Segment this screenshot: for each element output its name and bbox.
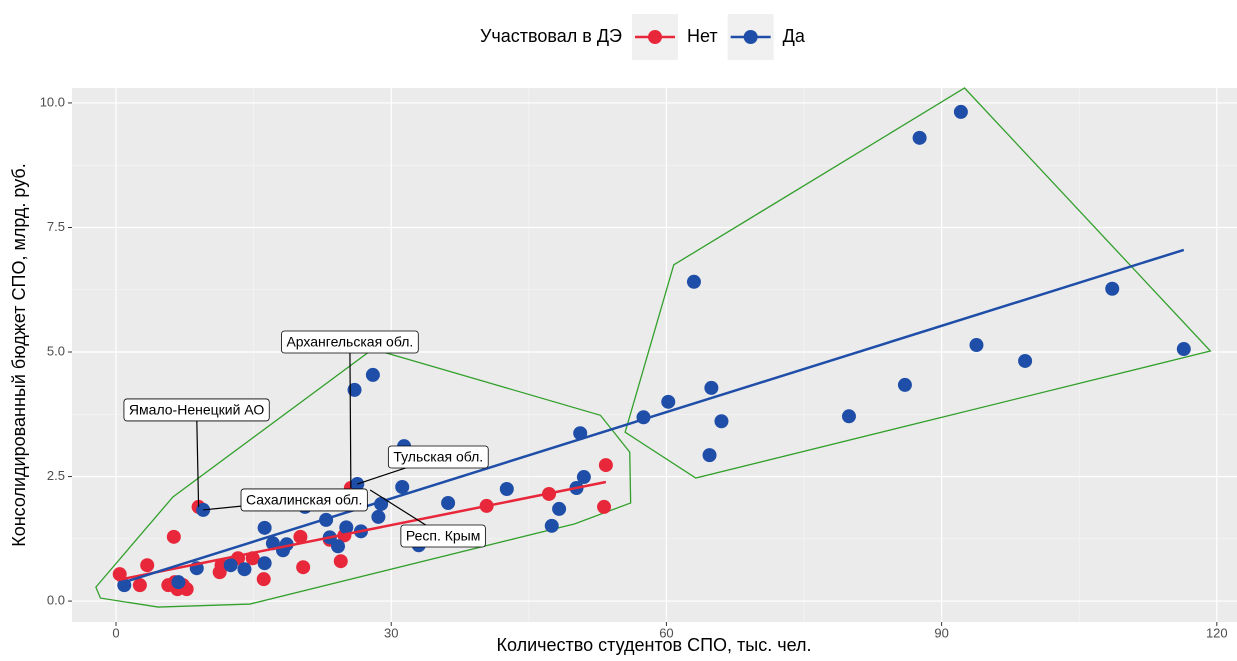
x-tick-label: 0 — [112, 625, 119, 640]
point — [897, 377, 912, 392]
point — [686, 274, 701, 289]
point — [702, 448, 717, 463]
x-tick-label: 60 — [659, 625, 673, 640]
point — [257, 556, 272, 571]
point — [365, 367, 380, 382]
point — [499, 481, 514, 496]
x-tick-label: 120 — [1206, 625, 1228, 640]
x-tick-label: 30 — [384, 625, 398, 640]
annotation-box — [400, 524, 486, 548]
annotation-leader — [349, 341, 352, 489]
trend-line — [123, 248, 1185, 584]
point — [1018, 353, 1033, 368]
point — [552, 501, 567, 516]
point — [573, 426, 588, 441]
point — [223, 558, 238, 573]
point — [256, 572, 271, 587]
y-tick-label: 10.0 — [40, 94, 65, 109]
point — [371, 509, 386, 524]
point — [140, 558, 155, 573]
plot-layer: Ямало-Ненецкий АО Архангельская обл. Тульс… — [95, 87, 1212, 608]
point — [265, 536, 280, 551]
annotation-box — [123, 398, 270, 422]
legend-key-point — [648, 30, 662, 44]
point — [237, 562, 252, 577]
hull — [624, 87, 1212, 479]
point — [544, 518, 559, 533]
point — [969, 338, 984, 353]
point — [347, 382, 362, 397]
point — [597, 499, 612, 514]
point — [395, 480, 410, 495]
point — [1105, 281, 1120, 296]
y-tick-label: 5.0 — [47, 343, 65, 358]
y-axis-title: Консолидированный бюджет СПО, млрд. руб. — [9, 163, 29, 547]
annotation-box — [281, 330, 419, 354]
legend-title: Участвовал в ДЭ — [480, 26, 622, 46]
point — [1176, 342, 1191, 357]
y-tick-label: 7.5 — [47, 219, 65, 234]
point — [166, 529, 181, 544]
x-tick-label: 90 — [934, 625, 948, 640]
y-tick-label: 2.5 — [47, 468, 65, 483]
point — [576, 470, 591, 485]
point — [296, 560, 311, 575]
annotation-label: Сахалинская обл. — [246, 492, 362, 508]
point — [704, 380, 719, 395]
point — [953, 104, 968, 119]
panel — [72, 88, 1237, 622]
annotation-box — [387, 445, 489, 469]
point — [331, 539, 346, 554]
legend-key-point — [743, 30, 758, 44]
annotation-label: Тульская обл. — [393, 449, 483, 465]
point — [714, 414, 729, 429]
point — [598, 458, 613, 473]
point — [661, 394, 676, 409]
point — [293, 529, 308, 544]
annotation-label: Респ. Крым — [406, 528, 481, 544]
legend-label[interactable]: Да — [783, 26, 806, 46]
hull — [95, 348, 632, 608]
y-tick-label: 0.0 — [47, 593, 65, 608]
point — [132, 578, 147, 593]
point — [171, 575, 186, 590]
point — [441, 495, 456, 510]
legend-label[interactable]: Нет — [687, 26, 718, 46]
point — [912, 130, 927, 145]
point — [333, 554, 348, 569]
point — [339, 520, 354, 535]
annotation-leader — [195, 409, 200, 507]
annotation-label: Архангельская обл. — [286, 334, 413, 350]
x-axis-title: Количество студентов СПО, тыс. чел. — [497, 635, 812, 655]
annotation-label: Ямало-Ненецкий АО — [129, 402, 264, 418]
annotation-box — [240, 488, 368, 512]
point — [841, 409, 856, 424]
point — [196, 502, 211, 517]
trend-line — [116, 480, 607, 582]
point — [257, 520, 272, 535]
